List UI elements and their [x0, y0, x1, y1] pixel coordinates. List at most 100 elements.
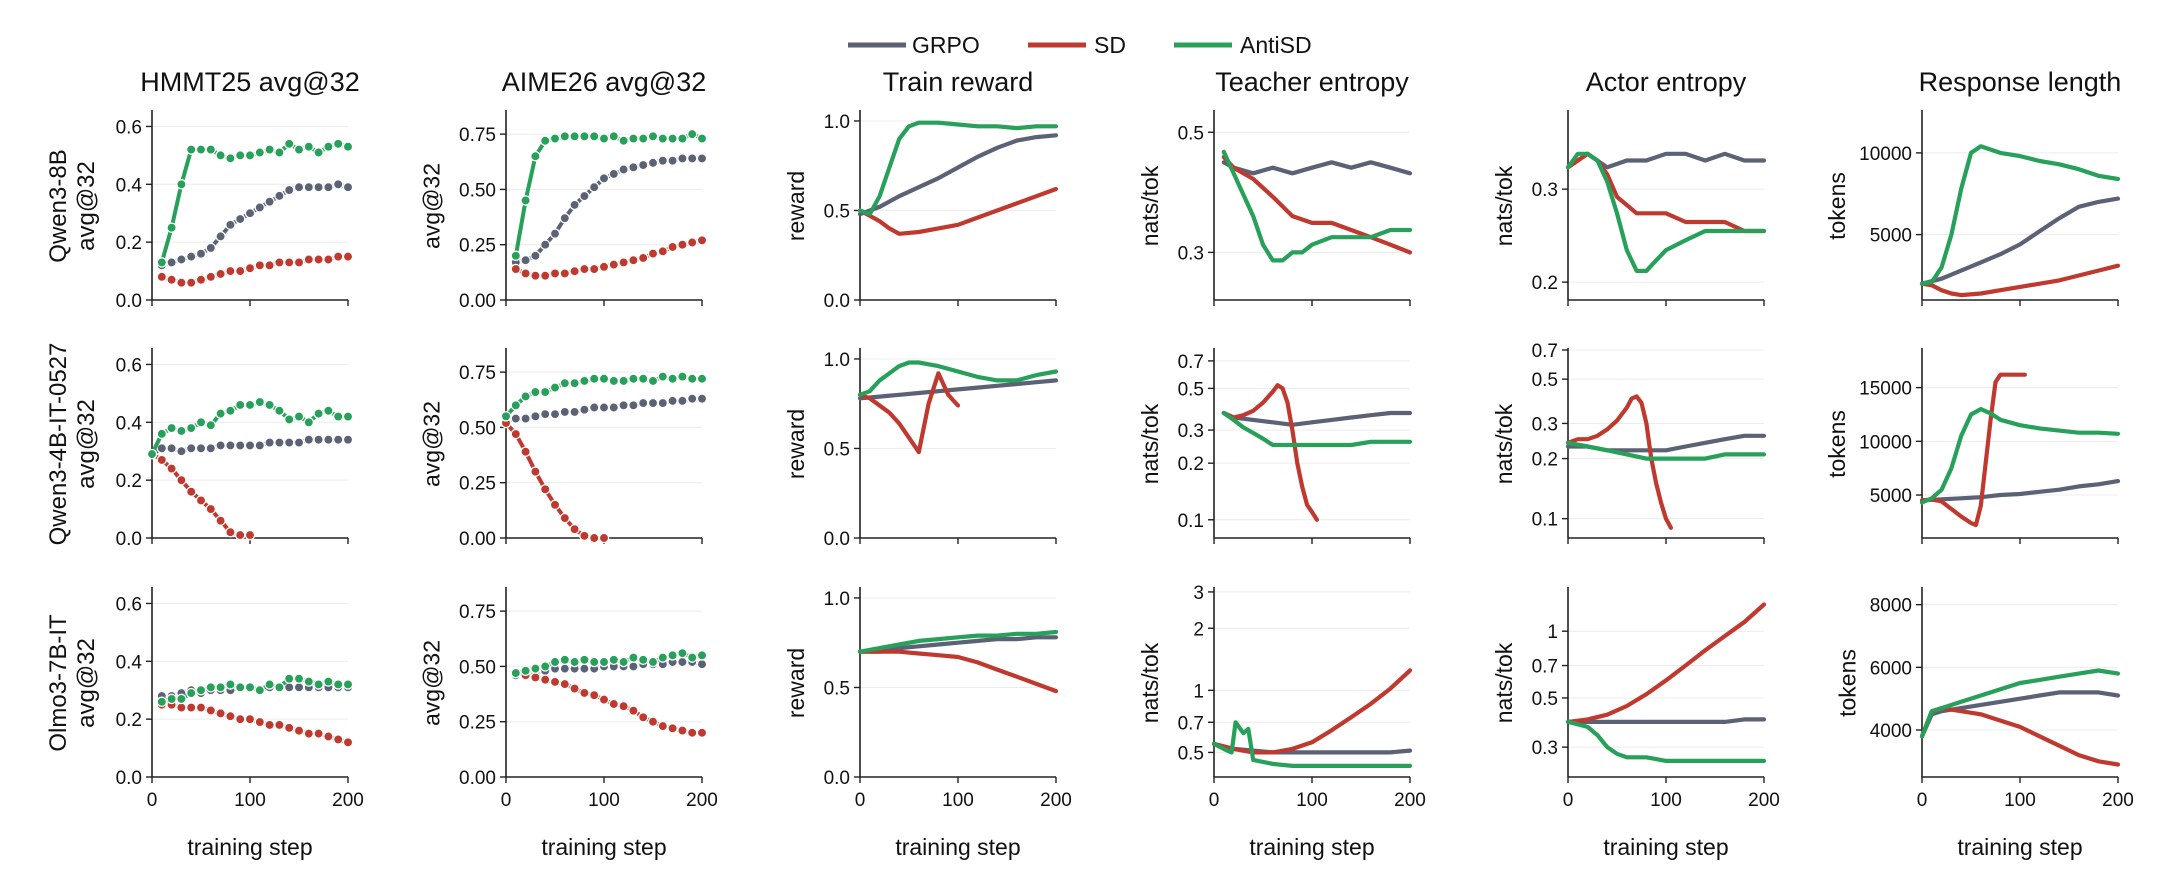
point-r0c0-grpo-3 [185, 251, 197, 262]
panel-r2c1: 0.00 0.25 0.50 0.75 0 100 200 training step avg@… [419, 587, 718, 860]
point-r0c1-antisd-5 [559, 131, 571, 142]
point-r1c0-antisd-2 [166, 422, 177, 434]
point-r2c0-antisd-0 [156, 696, 168, 708]
point-r1c1-sd-10 [598, 532, 610, 544]
point-r1c1-sd-9 [588, 532, 600, 544]
y-tick-label-r0c1-1: 0.25 [459, 236, 496, 257]
y-tick-label-r1c3-1: 0.2 [1178, 454, 1204, 475]
series-line-r0c4-antisd [1565, 151, 1767, 273]
x-tick-label-r2c0-1: 100 [234, 790, 266, 811]
y-tick-label-r2c2-1: 0.5 [824, 678, 850, 699]
series-line-r0c3-antisd [1221, 149, 1413, 263]
point-r2c1-grpo-12 [628, 661, 639, 672]
point-r0c1-antisd-8 [588, 131, 600, 142]
point-r1c1-sd-4 [539, 484, 551, 495]
point-r1c0-antisd-17 [313, 408, 324, 419]
row-label-r1c0: Qwen3-4B-IT-0527avg@32 [45, 343, 100, 546]
point-r0c0-grpo-13 [283, 184, 295, 196]
point-r1c0-antisd-20 [342, 411, 354, 422]
point-r2c1-antisd-6 [569, 656, 580, 668]
y-tick-label-r2c3-1: 0.7 [1178, 713, 1204, 734]
panel-r1c0: 0.0 0.2 0.4 0.6 Qwen3-4B-IT-0527avg@32 [45, 343, 354, 550]
point-r1c1-sd-3 [530, 466, 541, 477]
series-line-r2c2-grpo [857, 635, 1059, 654]
y-tick-label-r2c0-0: 0.0 [116, 768, 142, 789]
point-r0c1-grpo-13 [637, 159, 649, 171]
y-tick-label-r2c3-0: 0.5 [1178, 743, 1204, 764]
point-r1c1-grpo-12 [618, 400, 629, 411]
y-tick-label-r2c1-2: 0.50 [459, 657, 496, 678]
point-r1c0-sd-1 [156, 454, 168, 466]
point-r1c0-grpo-2 [166, 443, 177, 454]
y-tick-label-r2c4-0: 0.3 [1532, 738, 1558, 759]
x-axis-label-r2c4: training step [1603, 834, 1728, 860]
point-r0c0-sd-13 [283, 257, 295, 268]
point-r2c1-sd-8 [588, 689, 600, 701]
point-r1c1-antisd-7 [569, 377, 580, 389]
point-r1c1-antisd-20 [696, 373, 708, 385]
point-r2c1-grpo-19 [696, 658, 708, 670]
point-r2c1-antisd-10 [608, 654, 620, 666]
y-axis-label-r1c2: reward [783, 409, 809, 479]
point-r0c1-sd-7 [579, 263, 590, 275]
point-r2c0-grpo-14 [293, 682, 305, 693]
point-r1c1-grpo-1 [510, 413, 522, 424]
point-r1c0-grpo-8 [225, 440, 236, 451]
point-r0c1-antisd-4 [549, 133, 561, 144]
point-r1c1-antisd-0 [500, 411, 512, 422]
point-r0c0-antisd-7 [225, 153, 236, 164]
point-r1c1-antisd-4 [539, 386, 551, 398]
y-tick-label-r0c1-0: 0.00 [459, 291, 496, 312]
panel-title-r0c3: Teacher entropy [1215, 67, 1409, 97]
point-r0c0-sd-14 [293, 257, 305, 268]
series-line-r1c0-sd [150, 452, 252, 538]
point-r1c0-antisd-10 [244, 399, 256, 411]
point-r1c0-antisd-3 [176, 425, 187, 437]
point-r0c0-antisd-3 [185, 144, 197, 155]
point-r1c1-grpo-16 [657, 397, 669, 409]
y-tick-label-r1c3-0: 0.1 [1178, 511, 1204, 532]
point-r1c0-antisd-14 [283, 414, 295, 425]
point-r1c1-grpo-14 [637, 397, 649, 409]
point-r0c1-antisd-15 [657, 133, 669, 144]
point-r1c0-grpo-19 [332, 434, 344, 445]
point-r1c0-antisd-16 [303, 417, 315, 428]
point-r0c1-sd-6 [569, 265, 580, 277]
legend-label-sd: SD [1094, 32, 1126, 58]
series-line-r0c5-grpo [1919, 196, 2121, 286]
series-line-r2c2-sd [857, 649, 1059, 694]
point-r2c0-antisd-3 [185, 687, 197, 699]
panel-r2c2: 0.0 0.5 1.0 0 100 200 training step reward [783, 587, 1072, 860]
point-r2c0-antisd-18 [332, 679, 344, 690]
point-r0c0-sd-0 [156, 271, 168, 283]
point-r0c1-sd-19 [696, 235, 708, 246]
point-r1c1-grpo-8 [579, 404, 590, 415]
point-r0c1-antisd-14 [647, 131, 659, 142]
y-tick-label-r2c5-0: 4000 [1870, 721, 1912, 742]
point-r2c1-antisd-0 [510, 667, 522, 679]
point-r0c0-grpo-10 [254, 202, 266, 213]
point-r1c1-grpo-6 [559, 406, 571, 418]
point-r0c0-sd-6 [215, 268, 226, 280]
point-r0c0-grpo-5 [205, 242, 217, 254]
point-r2c0-sd-3 [185, 702, 197, 713]
row-label-r0c0: Qwen3-8Bavg@32 [45, 149, 100, 262]
point-r2c0-antisd-10 [254, 684, 266, 696]
point-r2c1-antisd-12 [628, 652, 639, 663]
row-label-r2c0: Olmo3-7B-ITavg@32 [45, 614, 100, 752]
point-r1c1-grpo-5 [549, 408, 561, 420]
point-r1c1-antisd-13 [628, 373, 639, 385]
y-axis-label-r2c2: reward [783, 648, 809, 718]
point-r0c0-antisd-2 [176, 179, 187, 190]
y-tick-label-r0c4-1: 0.3 [1532, 180, 1558, 201]
point-r1c0-sd-2 [166, 463, 177, 474]
y-tick-label-r1c3-4: 0.7 [1178, 352, 1204, 373]
point-r2c1-sd-14 [647, 716, 659, 727]
point-r1c1-sd-8 [579, 530, 590, 542]
panel-r2c4: 0.3 0.5 0.7 1 0 100 200 training step nats/tok [1491, 587, 1780, 860]
point-r1c0-grpo-12 [264, 437, 275, 448]
point-r0c1-sd-13 [637, 252, 649, 264]
point-r2c1-antisd-9 [598, 656, 610, 668]
point-r0c1-antisd-1 [520, 195, 531, 206]
point-r0c1-grpo-19 [696, 153, 708, 164]
